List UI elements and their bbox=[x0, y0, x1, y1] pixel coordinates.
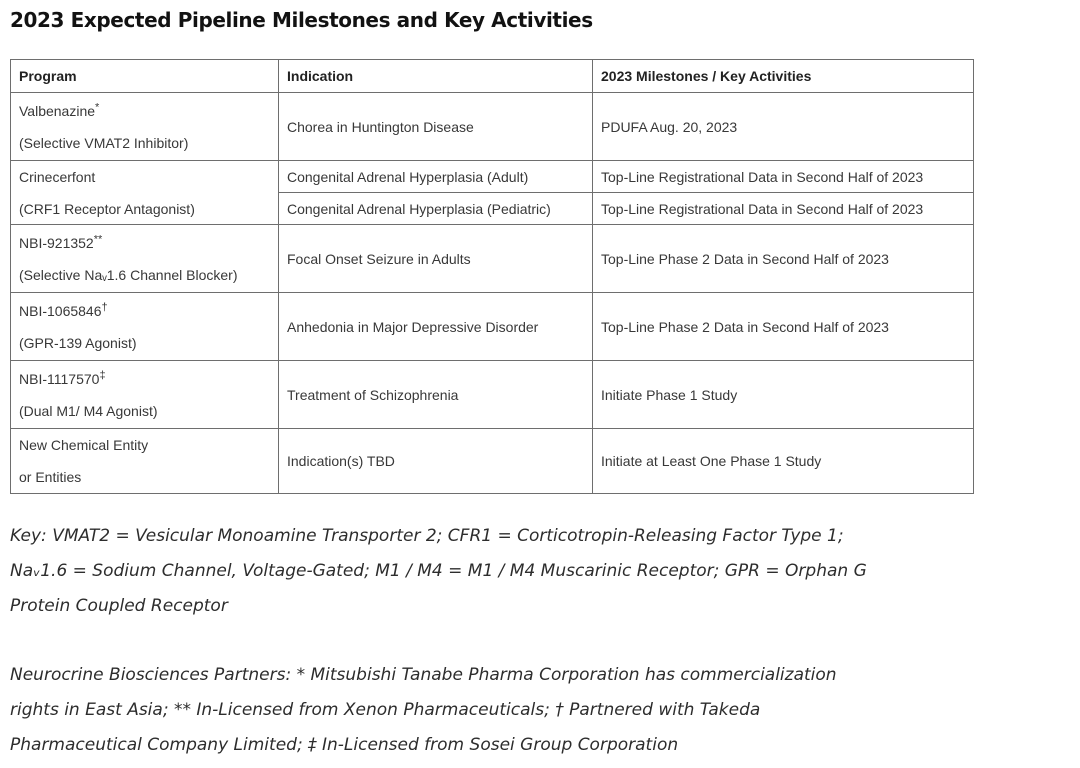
table-header-row: Program Indication 2023 Milestones / Key… bbox=[10, 59, 974, 93]
key-line: Key: VMAT2 = Vesicular Monoamine Transpo… bbox=[10, 526, 844, 546]
program-name-line: NBI-921352** bbox=[19, 232, 103, 251]
milestone-cell: Top-Line Phase 2 Data in Second Half of … bbox=[592, 224, 974, 293]
table-row-valbenazine: Valbenazine* (Selective VMAT2 Inhibitor)… bbox=[10, 92, 974, 161]
partners-line: Neurocrine Biosciences Partners: * Mitsu… bbox=[10, 665, 837, 685]
milestone-cell: Top-Line Registrational Data in Second H… bbox=[592, 160, 974, 193]
program-detail-line: (Dual M1/ M4 Agonist) bbox=[19, 402, 158, 419]
program-name-line: NBI-1065846† bbox=[19, 300, 108, 319]
header-milestones: 2023 Milestones / Key Activities bbox=[592, 59, 974, 93]
program-name-line: New Chemical Entity bbox=[19, 437, 149, 453]
table-row-nbi-1065846: NBI-1065846† (GPR-139 Agonist) Anhedonia… bbox=[10, 292, 974, 361]
program-detail-line: or Entities bbox=[19, 469, 82, 485]
table-row-new-chemical-entity: New Chemical Entity or Entities Indicati… bbox=[10, 428, 974, 494]
page-title: 2023 Expected Pipeline Milestones and Ke… bbox=[10, 8, 593, 32]
indication-cell: Treatment of Schizophrenia bbox=[278, 360, 593, 429]
milestone-cell: PDUFA Aug. 20, 2023 bbox=[592, 92, 974, 161]
partners-line: Pharmaceutical Company Limited; ‡ In-Lic… bbox=[10, 735, 679, 755]
footnote-marker: ** bbox=[93, 232, 103, 245]
key-line: Naᵥ1.6 = Sodium Channel, Voltage-Gated; … bbox=[10, 561, 867, 581]
program-cell: Crinecerfont (CRF1 Receptor Antagonist) bbox=[10, 160, 279, 225]
table-row-nbi-921352: NBI-921352** (Selective Naᵥ1.6 Channel B… bbox=[10, 224, 974, 293]
footnote-marker: * bbox=[95, 100, 100, 113]
program-name-line: Valbenazine* bbox=[19, 100, 100, 119]
indication-cell: Indication(s) TBD bbox=[278, 428, 593, 494]
footnote-marker: † bbox=[101, 300, 108, 313]
program-cell: Valbenazine* (Selective VMAT2 Inhibitor) bbox=[10, 92, 279, 161]
indication-cell: Chorea in Huntington Disease bbox=[278, 92, 593, 161]
program-cell: NBI-1117570‡ (Dual M1/ M4 Agonist) bbox=[10, 360, 279, 429]
milestone-cell: Top-Line Phase 2 Data in Second Half of … bbox=[592, 292, 974, 361]
key-paragraph: Key: VMAT2 = Vesicular Monoamine Transpo… bbox=[10, 519, 1070, 624]
header-program: Program bbox=[10, 59, 279, 93]
milestone-cell: Top-Line Registrational Data in Second H… bbox=[592, 192, 974, 225]
footnotes: Key: VMAT2 = Vesicular Monoamine Transpo… bbox=[10, 519, 1070, 763]
partners-line: rights in East Asia; ** In-Licensed from… bbox=[10, 700, 761, 720]
milestone-cell: Initiate at Least One Phase 1 Study bbox=[592, 428, 974, 494]
program-cell: NBI-921352** (Selective Naᵥ1.6 Channel B… bbox=[10, 224, 279, 293]
indication-cell: Anhedonia in Major Depressive Disorder bbox=[278, 292, 593, 361]
program-detail-line: (GPR-139 Agonist) bbox=[19, 334, 137, 351]
program-name-line: Crinecerfont bbox=[19, 168, 96, 185]
indication-cell: Congenital Adrenal Hyperplasia (Pediatri… bbox=[278, 192, 593, 225]
table-row-crinecerfont-adult: Crinecerfont (CRF1 Receptor Antagonist) … bbox=[10, 160, 974, 225]
indication-cell: Focal Onset Seizure in Adults bbox=[278, 224, 593, 293]
program-detail-line: (Selective Naᵥ1.6 Channel Blocker) bbox=[19, 266, 238, 283]
pipeline-table: Program Indication 2023 Milestones / Key… bbox=[10, 59, 974, 494]
program-name-line: NBI-1117570‡ bbox=[19, 368, 106, 387]
program-detail-line: (Selective VMAT2 Inhibitor) bbox=[19, 134, 189, 151]
indication-cell: Congenital Adrenal Hyperplasia (Adult) bbox=[278, 160, 593, 193]
table-row-crinecerfont-pediatric: Congenital Adrenal Hyperplasia (Pediatri… bbox=[11, 192, 974, 225]
program-cell: NBI-1065846† (GPR-139 Agonist) bbox=[10, 292, 279, 361]
table-row-nbi-1117570: NBI-1117570‡ (Dual M1/ M4 Agonist) Treat… bbox=[10, 360, 974, 429]
partners-paragraph: Neurocrine Biosciences Partners: * Mitsu… bbox=[10, 658, 1070, 763]
footnote-marker: ‡ bbox=[99, 368, 106, 381]
program-detail-line: (CRF1 Receptor Antagonist) bbox=[19, 200, 195, 217]
header-indication: Indication bbox=[278, 59, 593, 93]
program-cell: New Chemical Entity or Entities bbox=[10, 428, 279, 494]
key-line: Protein Coupled Receptor bbox=[10, 596, 228, 616]
milestone-cell: Initiate Phase 1 Study bbox=[592, 360, 974, 429]
